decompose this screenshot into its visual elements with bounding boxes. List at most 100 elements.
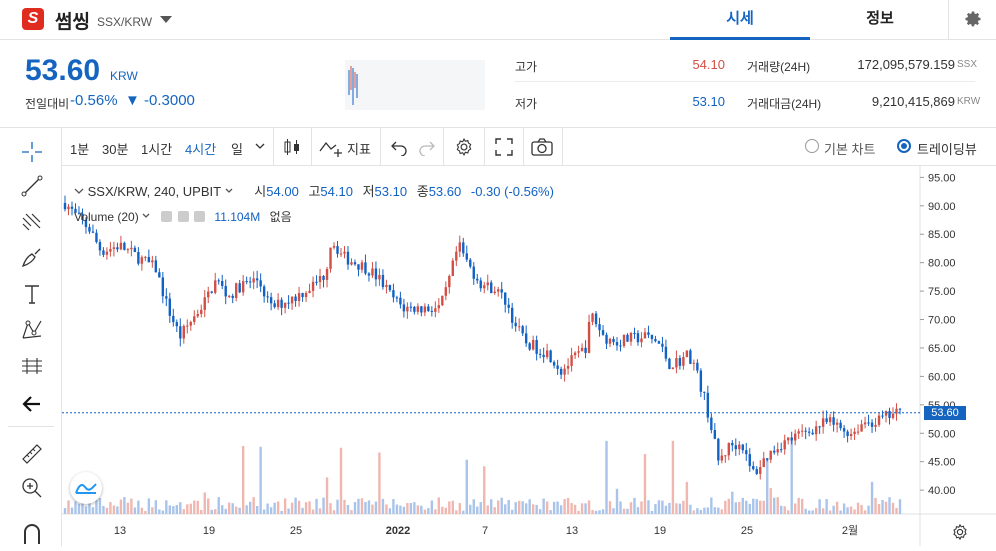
candle-body — [423, 306, 427, 313]
candle-body — [818, 426, 821, 428]
radio-basic-chart[interactable] — [805, 139, 819, 153]
candle-body — [91, 231, 95, 233]
candle-body — [510, 307, 514, 323]
candle-body — [580, 347, 584, 352]
indicators-button[interactable]: 지표 — [347, 142, 371, 157]
candle-body — [357, 264, 360, 270]
volume-bar — [196, 500, 199, 514]
candle-body — [343, 251, 346, 254]
x-tick-label: 19 — [654, 525, 666, 537]
measure-icon[interactable] — [16, 352, 48, 380]
price-chart-area[interactable]: 95.00 90.00 85.00 80.00 75.00 70.00 65.00 60.00… — [62, 166, 996, 546]
volume-bar — [119, 499, 123, 514]
tab-info[interactable]: 정보 — [866, 10, 894, 27]
interval-day[interactable]: 일 — [231, 142, 243, 157]
text-tool-icon[interactable] — [16, 280, 48, 308]
fibonacci-icon[interactable] — [16, 208, 48, 236]
brush-icon[interactable] — [16, 244, 48, 272]
candle-body — [713, 430, 717, 439]
candle-body — [427, 306, 430, 311]
candle-body — [629, 333, 633, 342]
candlestick-icon[interactable] — [282, 137, 302, 157]
camera-icon[interactable] — [531, 137, 553, 157]
candle-body — [793, 433, 797, 441]
legend-close-label: 종 — [416, 184, 429, 199]
volume-bar — [420, 505, 423, 514]
candle-body — [490, 282, 493, 294]
fullscreen-icon[interactable] — [494, 137, 514, 157]
zoom-in-icon[interactable] — [16, 474, 48, 502]
candle-body — [804, 430, 807, 432]
magnet-icon[interactable] — [16, 518, 48, 546]
crosshair-icon[interactable] — [16, 138, 48, 166]
basic-chart-label[interactable]: 기본 차트 — [824, 142, 876, 157]
candle-body — [835, 422, 839, 425]
candle-body — [587, 321, 591, 353]
candle-body — [654, 338, 657, 342]
candle-body — [290, 296, 294, 304]
candle-body — [207, 291, 210, 298]
amount-label: 거래대금(24H) — [747, 97, 822, 111]
x-tick-label: 2022 — [386, 525, 410, 537]
candle-body — [524, 333, 528, 344]
collapse-legend-icon[interactable] — [74, 186, 84, 196]
undo-icon[interactable] — [390, 138, 408, 156]
volume-bar — [598, 510, 601, 514]
volume-bar — [755, 499, 758, 514]
arrow-left-icon[interactable] — [16, 390, 48, 418]
chevron-down-icon[interactable] — [160, 16, 172, 23]
candle-body — [228, 295, 231, 297]
gear-icon[interactable] — [951, 523, 969, 541]
indicators-icon[interactable] — [319, 137, 343, 157]
candle-body — [308, 290, 311, 293]
divider — [523, 128, 524, 166]
redo-icon[interactable] — [418, 138, 436, 156]
volume-bar — [626, 508, 629, 514]
gear-icon[interactable] — [963, 9, 983, 29]
trendline-icon[interactable] — [16, 172, 48, 200]
volume-bar — [74, 501, 77, 514]
interval-1m[interactable]: 1분 — [70, 142, 90, 157]
candlestick-chart[interactable]: 95.00 90.00 85.00 80.00 75.00 70.00 65.00 60.00… — [62, 166, 996, 546]
volume-bar — [577, 510, 580, 514]
interval-1h[interactable]: 1시간 — [141, 142, 173, 157]
radio-tradingview[interactable] — [897, 139, 911, 153]
volume-bars — [63, 439, 902, 514]
volume-bar — [332, 510, 336, 514]
chevron-down-icon[interactable] — [225, 187, 233, 195]
y-tick-label: 50.00 — [928, 428, 956, 440]
interval-4h[interactable]: 4시간 — [185, 142, 217, 157]
candle-body — [773, 450, 776, 453]
chevron-down-icon[interactable] — [255, 143, 265, 151]
settings-icon[interactable] — [454, 137, 474, 157]
coin-name[interactable]: 썸씽 — [55, 12, 90, 33]
divider — [562, 128, 563, 166]
tradingview-label[interactable]: 트레이딩뷰 — [917, 142, 977, 157]
volume-bar — [427, 508, 430, 514]
candle-body — [241, 281, 245, 293]
volume-bar — [133, 507, 137, 514]
legend-symbol[interactable]: SSX/KRW, 240, UPBIT — [87, 184, 222, 199]
pattern-icon[interactable] — [16, 316, 48, 344]
volume-bar — [126, 502, 130, 514]
volume-bar — [357, 498, 360, 514]
interval-30m[interactable]: 30분 — [102, 142, 129, 157]
tradingview-logo-icon[interactable] — [70, 472, 102, 504]
eye-icon[interactable] — [161, 211, 173, 222]
candle-body — [849, 434, 853, 437]
candle-body — [650, 334, 654, 339]
close-icon[interactable] — [194, 211, 206, 222]
volume-bar — [521, 501, 524, 514]
candle-body — [224, 285, 227, 297]
tab-quote[interactable]: 시세 — [670, 0, 810, 40]
gear-icon[interactable] — [177, 211, 189, 222]
chevron-down-icon[interactable] — [142, 212, 150, 220]
ruler-icon[interactable] — [16, 440, 48, 468]
coin-symbol[interactable]: SSX/KRW — [97, 15, 153, 29]
volume-bar — [776, 497, 779, 514]
volume-bar — [545, 501, 549, 514]
volume-bar — [549, 510, 552, 514]
volume-bar — [773, 497, 776, 514]
volume-bar — [214, 509, 217, 514]
volume-label[interactable]: Volume (20) — [74, 210, 139, 224]
